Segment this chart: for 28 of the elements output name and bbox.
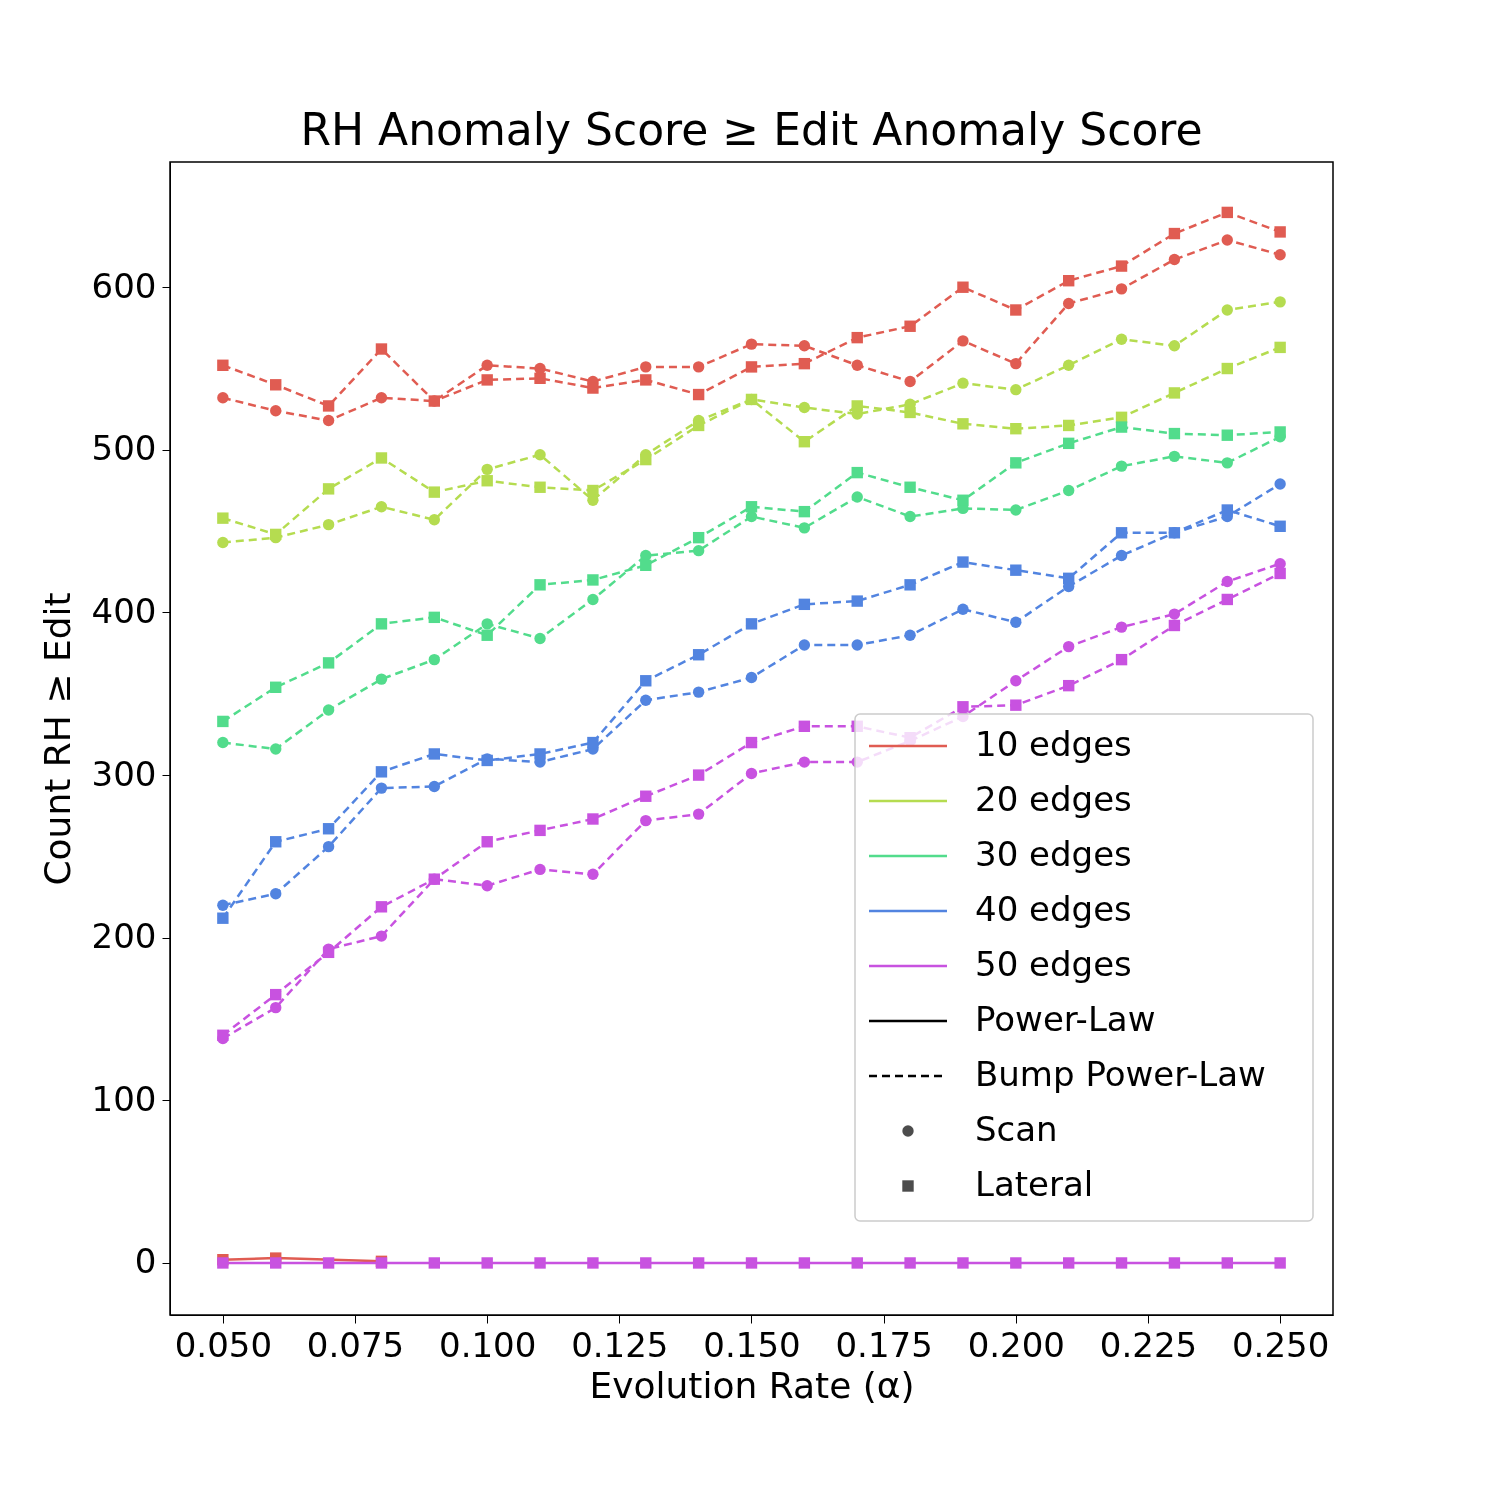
x-tick-label: 0.075	[306, 1324, 405, 1365]
x-tick-label: 0.225	[1099, 1324, 1198, 1365]
x-tick-label: 0.200	[967, 1324, 1065, 1365]
legend-label: 50 edges	[975, 944, 1132, 984]
x-axis-title: Evolution Rate (α)	[589, 1364, 915, 1406]
y-tick-label: 400	[91, 590, 157, 631]
y-axis-title: Count RH ≥ Edit	[36, 592, 78, 886]
x-tick-label: 0.125	[571, 1324, 669, 1365]
x-tick-label: 0.150	[703, 1324, 801, 1365]
annotation: Bump Power-Law	[975, 1054, 1266, 1094]
legend-label: 40 edges	[975, 889, 1132, 929]
y-tick-label: 0	[134, 1241, 157, 1282]
annotation: Lateral	[975, 1164, 1094, 1204]
legend-label: 10 edges	[975, 724, 1132, 764]
chart-title: RH Anomaly Score ≥ Edit Anomaly Score	[300, 104, 1203, 155]
x-tick-label: 0.100	[439, 1324, 537, 1365]
y-tick-label: 200	[91, 916, 157, 957]
x-tick-label: 0.050	[174, 1324, 273, 1365]
y-tick-label: 100	[91, 1078, 157, 1119]
x-tick-label: 0.175	[835, 1324, 933, 1365]
annotation: Scan	[975, 1109, 1058, 1149]
x-tick-label: 0.250	[1231, 1324, 1330, 1365]
annotation: Power-Law	[975, 999, 1156, 1039]
legend-label: 20 edges	[975, 779, 1132, 819]
y-tick-label: 300	[91, 753, 157, 794]
legend-label: 30 edges	[975, 834, 1132, 874]
y-tick-label: 600	[91, 265, 157, 306]
y-tick-label: 500	[91, 428, 157, 469]
